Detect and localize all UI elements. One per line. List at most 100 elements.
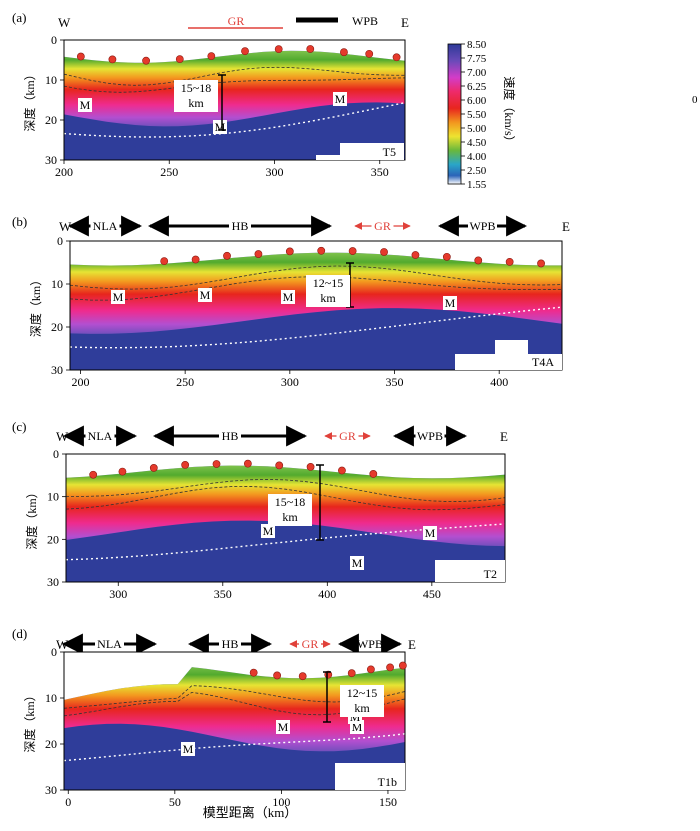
region-label: GR: [339, 429, 356, 443]
station-marker: [505, 257, 514, 266]
station-marker: [392, 53, 401, 62]
east-label: E: [500, 429, 508, 444]
colorbar: 8.50 7.75 7.00 6.25 6.00 5.50 5.00 4.50 4.00 2.50…: [447, 39, 517, 191]
mask-block: [316, 155, 340, 160]
y-tick-label: 10: [51, 277, 63, 291]
x-tick-label: 300: [265, 165, 283, 179]
crust-velocity-body: [64, 40, 405, 127]
x-tick-label: 250: [176, 375, 194, 389]
velocity-contour: [70, 265, 562, 290]
colorbar-tick-label: 4.50: [467, 137, 487, 149]
station-marker: [181, 461, 190, 469]
panel-label: (b): [12, 214, 27, 229]
station-marker: [249, 668, 258, 677]
station-marker: [223, 251, 231, 260]
thickness-label-box: [268, 494, 312, 526]
station-marker: [160, 257, 169, 266]
station-marker: [338, 466, 346, 475]
profile-box: [340, 143, 404, 160]
thickness-range: 15~18: [275, 495, 306, 509]
x-tick-label: 0: [65, 795, 71, 809]
station-marker: [380, 248, 388, 256]
station-marker: [348, 247, 357, 255]
panel-4: (d)WENLAHBGRWPBT1bMMMM12~15km01020300501…: [12, 626, 416, 809]
station-marker: [142, 56, 150, 65]
region-label: NLA: [97, 637, 122, 651]
station-marker: [243, 459, 252, 468]
moho-label-box: [333, 92, 347, 106]
moho-label-box: [181, 742, 195, 756]
colorbar-tick-label: 7.75: [467, 53, 487, 65]
station-marker: [317, 246, 326, 255]
plot-frame: [69, 240, 563, 371]
plot-frame: [65, 453, 506, 583]
station-marker: [241, 47, 249, 56]
moho-label-box: [423, 526, 437, 540]
velocity-contour: [64, 66, 405, 86]
moho-label: M: [425, 526, 436, 540]
x-tick-label: 300: [109, 587, 127, 601]
station-marker: [108, 55, 117, 64]
moho-label-box: [276, 720, 290, 734]
station-marker: [273, 671, 282, 680]
moho-label: M: [263, 524, 274, 538]
station-marker: [365, 49, 374, 58]
station-marker: [298, 672, 307, 681]
region-label: WPB: [469, 219, 495, 233]
x-tick-label: 400: [490, 375, 508, 389]
velocity-contour: [66, 485, 505, 511]
moho-label: M: [352, 556, 363, 570]
station-marker: [398, 661, 407, 670]
y-tick-label: 10: [45, 691, 57, 705]
y-tick-label: 20: [45, 737, 57, 751]
colorbar-ramp: [447, 43, 462, 185]
mask-block: [495, 340, 528, 354]
colorbar-tick-label: 5.50: [467, 109, 487, 121]
panel-label: (d): [12, 626, 27, 641]
colorbar-ticks: 8.50 7.75 7.00 6.25 6.00 5.50 5.00 4.50 4.00 2.50…: [461, 39, 487, 191]
station-marker: [274, 45, 283, 54]
profile-box: [435, 560, 505, 582]
y-tick-label: 30: [45, 783, 57, 797]
region-label: GR: [374, 219, 391, 233]
side-mark: 0: [692, 94, 698, 106]
station-marker: [537, 259, 545, 268]
profile-box: [335, 763, 405, 790]
station-marker: [340, 48, 348, 57]
sky-area: [66, 454, 505, 479]
y-tick-label: 0: [57, 234, 63, 248]
thickness-unit: km: [320, 291, 336, 305]
colorbar-tick-label: 8.50: [467, 39, 487, 51]
colorbar-tick-label: 5.00: [467, 123, 487, 135]
y-axis-label: 深度（km）: [22, 68, 37, 131]
moho-line: [64, 733, 405, 762]
thickness-unit: km: [188, 96, 204, 110]
y-tick-label: 30: [45, 153, 57, 167]
station-marker: [411, 251, 420, 259]
station-marker: [118, 467, 127, 476]
y-tick-label: 20: [47, 532, 59, 546]
thickness-range: 12~15: [347, 686, 378, 700]
moho-label: M: [352, 720, 363, 734]
moho-label: M: [215, 120, 226, 134]
x-tick-label: 50: [169, 795, 181, 809]
profile-name: T1b: [378, 775, 397, 789]
y-tick-label: 10: [45, 73, 57, 87]
x-tick-label: 200: [71, 375, 89, 389]
thickness-unit: km: [282, 510, 298, 524]
moho-label: M: [445, 296, 456, 310]
thickness-label-box: [306, 275, 350, 307]
moho-label-box: [111, 290, 125, 304]
station-marker: [285, 247, 294, 256]
panel-label: (c): [12, 419, 26, 434]
station-marker: [474, 256, 483, 265]
thickness-unit: km: [354, 701, 370, 715]
region-label: HB: [232, 219, 249, 233]
y-tick-label: 0: [51, 645, 57, 659]
x-tick-label: 400: [318, 587, 336, 601]
colorbar-tick-label: 6.00: [467, 95, 487, 107]
x-tick-label: 350: [386, 375, 404, 389]
moho-line: [70, 306, 562, 349]
station-marker: [191, 255, 200, 264]
